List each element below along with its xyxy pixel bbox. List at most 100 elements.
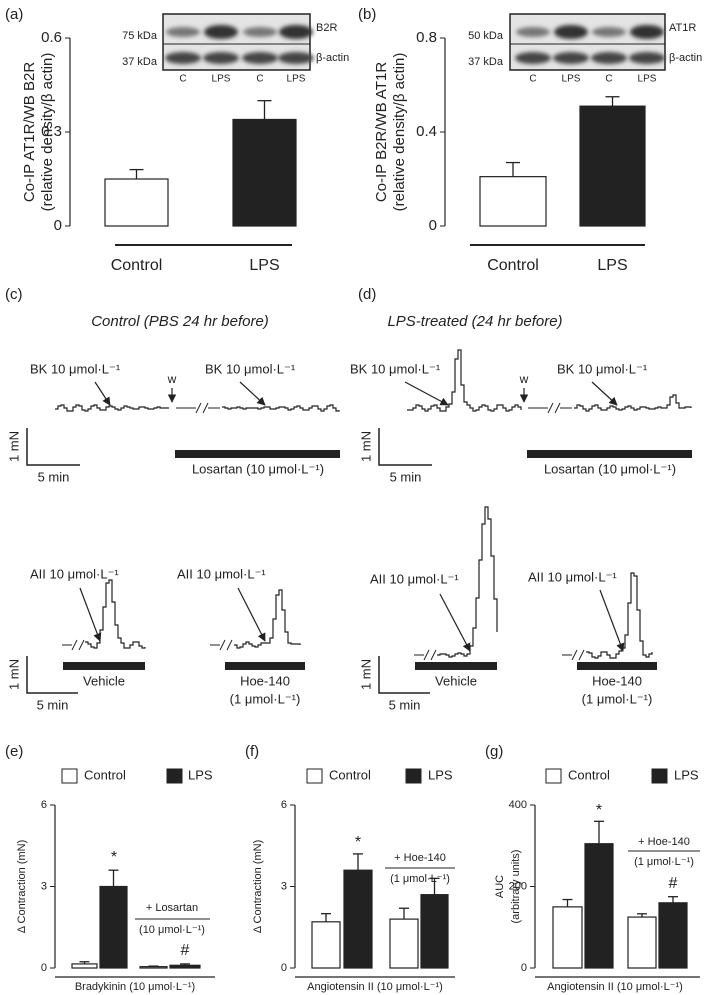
x-axis-label: Bradykinin (10 μmol·L⁻¹) (75, 981, 195, 993)
blot-band (591, 52, 627, 64)
bar (389, 918, 419, 969)
y-axis-label: (relative density/β actin) (39, 53, 56, 212)
blot-band (592, 27, 626, 37)
treatment-bar (415, 662, 497, 670)
bar (99, 885, 128, 969)
arrow (404, 381, 449, 406)
stimulus-label: AII 10 μmol·L⁻¹ (30, 566, 119, 581)
lane-label: LPS (638, 74, 657, 85)
axis-break (202, 402, 209, 414)
blot-band (243, 27, 277, 37)
axis-break (226, 639, 233, 651)
scale-label: 5 min (389, 697, 421, 712)
axis-break (430, 649, 437, 661)
bar (343, 869, 373, 969)
blot-band (203, 52, 239, 64)
panel-title: LPS-treated (24 hr before) (387, 313, 562, 330)
blot-band (204, 25, 238, 39)
y-axis-label: (arbitrary units) (510, 850, 522, 924)
protein-label: B2R (316, 22, 337, 34)
legend-label: Control (84, 767, 126, 782)
annotation: + Hoe-140 (394, 852, 446, 864)
y-tick-label: 0 (429, 217, 437, 234)
lane-label: C (529, 74, 536, 85)
blot-band (630, 25, 664, 39)
x-tick-label: LPS (249, 257, 279, 274)
bar (232, 118, 297, 227)
band-size: 37 kDa (122, 56, 158, 68)
x-axis-label: Angiotensin II (10 μmol·L⁻¹) (307, 981, 443, 993)
blot-band (516, 27, 550, 37)
y-tick-label: 0.8 (416, 29, 437, 46)
bar (627, 916, 657, 969)
protein-label: β-actin (316, 52, 349, 64)
y-tick-label: 6 (41, 799, 47, 811)
arrow (599, 589, 625, 652)
axis-break (578, 649, 585, 661)
axis-break (571, 649, 578, 661)
legend-label: LPS (428, 767, 453, 782)
treatment-label: (1 μmol·L⁻¹) (582, 691, 653, 706)
blot-band (554, 25, 588, 39)
panel-label: (d) (358, 286, 376, 303)
bar (139, 966, 168, 969)
stimulus-label: BK 10 μmol·L⁻¹ (205, 361, 296, 376)
annotation: # (181, 942, 190, 959)
bar (169, 964, 201, 969)
tension-trace (407, 349, 522, 412)
bar (584, 843, 614, 969)
annotation: * (596, 802, 602, 819)
y-tick-label: 3 (41, 880, 47, 892)
blot-band (165, 52, 201, 64)
y-axis-label: AUC (494, 875, 506, 898)
bar (579, 105, 646, 227)
axis-break (195, 402, 202, 414)
scale-label: 5 min (390, 469, 422, 484)
treatment-label: Hoe-140 (592, 673, 642, 688)
axis-break (547, 402, 554, 414)
panel-label: (g) (485, 743, 503, 760)
panel-label: (f) (245, 743, 259, 760)
protein-label: β-actin (669, 52, 702, 64)
band-size: 50 kDa (468, 30, 504, 42)
y-tick-label: 400 (509, 799, 527, 811)
arrow (239, 381, 266, 406)
band-size: 75 kDa (122, 30, 158, 42)
treatment-label: (1 μmol·L⁻¹) (230, 691, 301, 706)
arrow (237, 587, 266, 642)
tension-trace (234, 589, 301, 649)
protein-label: AT1R (669, 22, 696, 34)
x-tick-label: Control (487, 257, 539, 274)
treatment-bar (175, 450, 340, 458)
legend-swatch (306, 768, 323, 784)
scale-label: 1 mN (358, 431, 373, 462)
y-axis-label: Δ Contraction (mN) (16, 840, 28, 934)
panel-label: (a) (5, 6, 23, 23)
arrow (439, 593, 471, 652)
y-tick-label: 0.3 (41, 123, 62, 140)
bar (311, 921, 341, 969)
tension-trace (85, 579, 146, 649)
blot-band (242, 52, 278, 64)
y-tick-label: 3 (281, 880, 287, 892)
treatment-bar (225, 662, 305, 670)
annotation: (1 μmol·L⁻¹) (390, 873, 450, 885)
legend-label: LPS (188, 767, 213, 782)
arrow (94, 381, 111, 406)
stimulus-label: AII 10 μmol·L⁻¹ (177, 566, 266, 581)
scale-label: 1 mN (6, 659, 21, 690)
lane-label: LPS (287, 74, 306, 85)
arrow (591, 381, 618, 406)
x-tick-label: Control (111, 257, 163, 274)
scale-bar (378, 428, 432, 466)
lane-label: C (605, 74, 612, 85)
scale-label: 1 mN (6, 431, 21, 462)
annotation: # (669, 875, 678, 892)
tension-trace (55, 404, 169, 412)
lane-label: LPS (562, 74, 581, 85)
panel-label: (e) (5, 743, 23, 760)
blot-band (279, 25, 313, 39)
legend-swatch (545, 768, 562, 784)
tension-trace (437, 506, 498, 658)
legend-swatch (61, 768, 78, 784)
